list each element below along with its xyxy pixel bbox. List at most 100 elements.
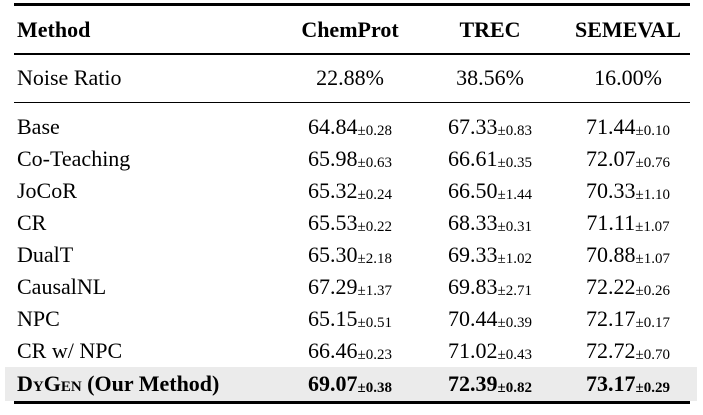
rows-top-spacer <box>14 103 690 111</box>
mean-value: 71.44 <box>586 114 636 139</box>
std-value: ±0.17 <box>635 315 670 331</box>
mean-value: 66.61 <box>448 146 498 171</box>
method-suffix: (Our Method) <box>81 371 220 396</box>
chemprot-result-cell: 66.46±0.23 <box>286 338 414 363</box>
chemprot-result-cell: 65.53±0.22 <box>286 210 414 235</box>
std-value: ±0.35 <box>497 155 532 171</box>
mean-value: 71.02 <box>448 338 498 363</box>
semeval-result-cell: 71.44±0.10 <box>566 114 690 139</box>
std-value: ±0.76 <box>635 155 670 171</box>
chemprot-result-cell: 69.07±0.38 <box>286 371 414 396</box>
mean-value: 65.30 <box>308 242 358 267</box>
mean-value: 65.53 <box>308 210 358 235</box>
trec-result-cell: 66.61±0.35 <box>414 146 566 171</box>
semeval-result-cell: 73.17±0.29 <box>566 371 690 396</box>
method-cell: JoCoR <box>14 180 286 202</box>
std-value: ±1.37 <box>357 283 392 299</box>
method-cell: CausalNL <box>14 276 286 298</box>
col-header-chemprot: ChemProt <box>301 16 399 42</box>
mean-value: 69.33 <box>448 242 498 267</box>
semeval-result-cell: 72.22±0.26 <box>566 274 690 299</box>
mean-value: 72.72 <box>586 338 636 363</box>
mean-value: 70.88 <box>586 242 636 267</box>
method-name: Base <box>17 114 60 139</box>
mean-value: 65.32 <box>308 178 358 203</box>
trec-result-cell: 68.33±0.31 <box>414 212 566 235</box>
mean-value: 70.33 <box>586 178 636 203</box>
std-value: ±0.28 <box>357 123 392 139</box>
mean-value: 66.46 <box>308 338 358 363</box>
mean-value: 72.17 <box>586 306 636 331</box>
mean-value: 66.50 <box>448 178 498 203</box>
method-cell: Base <box>14 116 286 138</box>
method-name: NPC <box>17 306 60 331</box>
semeval-result-cell: 71.11±1.07 <box>566 210 690 235</box>
noise-ratio-chemprot: 22.88% <box>316 65 384 90</box>
table-row: NPC 65.15±0.51 70.44±0.39 72.17±0.17 <box>14 303 690 335</box>
chemprot-result-cell: 65.32±0.24 <box>286 178 414 203</box>
std-value: ±0.51 <box>357 315 392 331</box>
mean-value: 69.83 <box>448 274 498 299</box>
std-value: ±0.22 <box>357 219 392 235</box>
header-divider-rule <box>14 53 690 55</box>
table-row: JoCoR 65.32±0.24 66.50±1.44 70.33±1.10 <box>14 175 690 207</box>
method-name: DualT <box>17 242 74 267</box>
std-value: ±1.44 <box>497 187 532 203</box>
noise-ratio-trec: 38.56% <box>456 65 524 90</box>
mean-value: 67.29 <box>308 274 358 299</box>
std-value: ±0.39 <box>497 315 532 331</box>
method-name: Co-Teaching <box>17 146 131 171</box>
table-row: CR w/ NPC 66.46±0.23 71.02±0.43 72.72±0.… <box>14 335 690 367</box>
mean-value: 73.17 <box>586 371 636 396</box>
std-value: ±1.10 <box>635 187 670 203</box>
mean-value: 65.98 <box>308 146 358 171</box>
semeval-result-cell: 70.33±1.10 <box>566 178 690 203</box>
trec-result-cell: 66.50±1.44 <box>414 178 566 203</box>
bottom-rule <box>14 401 690 404</box>
mean-value: 72.07 <box>586 146 636 171</box>
noise-ratio-semeval: 16.00% <box>594 65 662 90</box>
table-row: Base 64.84±0.28 67.33±0.83 71.44±0.10 <box>14 111 690 143</box>
table-row: Co-Teaching 65.98±0.63 66.61±0.35 72.07±… <box>14 143 690 175</box>
noise-divider-rule <box>14 101 690 103</box>
mean-value: 72.22 <box>586 274 636 299</box>
mean-value: 69.07 <box>308 371 358 396</box>
trec-result-cell: 67.33±0.83 <box>414 116 566 139</box>
std-value: ±2.71 <box>497 283 532 299</box>
std-value: ±0.70 <box>635 347 670 363</box>
method-cell: CR <box>14 212 286 234</box>
chemprot-result-cell: 64.84±0.28 <box>286 114 414 139</box>
std-value: ±0.29 <box>635 380 670 396</box>
method-cell: Co-Teaching <box>14 148 286 170</box>
trec-result-cell: 69.33±1.02 <box>414 242 566 267</box>
col-header-method: Method <box>17 16 91 42</box>
std-value: ±0.63 <box>357 155 392 171</box>
table-row: CausalNL 67.29±1.37 69.83±2.71 72.22±0.2… <box>14 271 690 303</box>
trec-result-cell: 72.39±0.82 <box>414 371 566 396</box>
mean-value: 72.39 <box>448 371 498 396</box>
noise-ratio-row: Noise Ratio 22.88% 38.56% 16.00% <box>14 55 690 102</box>
std-value: ±2.18 <box>357 251 392 267</box>
std-value: ±0.82 <box>497 380 532 396</box>
chemprot-result-cell: 65.15±0.51 <box>286 308 414 331</box>
std-value: ±1.07 <box>635 251 670 267</box>
method-name: CR <box>17 210 47 235</box>
trec-result-cell: 69.83±2.71 <box>414 274 566 299</box>
chemprot-result-cell: 65.98±0.63 <box>286 146 414 171</box>
std-value: ±0.23 <box>357 347 392 363</box>
mean-value: 64.84 <box>308 114 358 139</box>
results-table: Method ChemProt TREC SEMEVAL Noise Ratio… <box>5 3 697 404</box>
semeval-result-cell: 72.07±0.76 <box>566 146 690 171</box>
method-name: CR w/ NPC <box>17 338 123 363</box>
top-rule <box>14 3 690 6</box>
semeval-result-cell: 72.72±0.70 <box>566 338 690 363</box>
semeval-result-cell: 70.88±1.07 <box>566 242 690 267</box>
method-cell: NPC <box>14 308 286 330</box>
std-value: ±0.31 <box>497 219 532 235</box>
col-header-semeval: SEMEVAL <box>575 16 681 42</box>
std-value: ±0.38 <box>357 380 392 396</box>
method-name: CausalNL <box>17 274 107 299</box>
method-cell: DyGen (Our Method) <box>14 373 286 395</box>
mean-value: 71.11 <box>586 210 636 235</box>
